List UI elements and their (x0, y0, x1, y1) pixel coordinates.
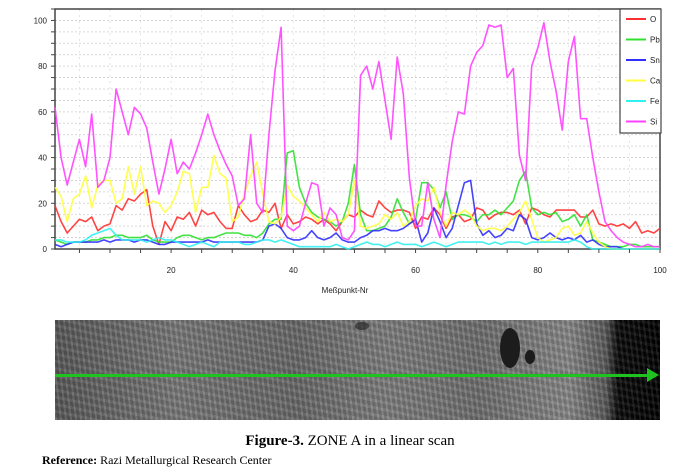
scan-arrow-icon (647, 368, 659, 382)
x-tick-label: 80 (533, 266, 542, 275)
x-axis-label: Meßpunkt-Nr (322, 286, 369, 295)
y-tick-label: 80 (38, 62, 47, 71)
scan-line (55, 374, 651, 377)
legend-label-ca: Ca (650, 77, 661, 86)
y-tick-label: 60 (38, 108, 47, 117)
figure-caption: Figure-3. ZONE A in a linear scan (0, 433, 700, 450)
legend: O Pb Sn Ca Fe Si (619, 8, 662, 134)
series-line-o (54, 188, 661, 246)
reference-line: Reference: Razi Metallurgical Research C… (42, 453, 271, 468)
reference-label: Reference: (42, 453, 98, 467)
legend-label-pb: Pb (650, 36, 660, 45)
y-tick-label: 40 (38, 154, 47, 163)
series-line-ca (54, 154, 660, 250)
caption-text: ZONE A in a linear scan (303, 433, 455, 449)
micrograph-pit (355, 322, 369, 330)
sem-micrograph (55, 320, 660, 420)
legend-label-si: Si (650, 118, 657, 127)
x-tick-label: 40 (289, 266, 298, 275)
micrograph-pit (500, 328, 520, 368)
x-tick-label: 60 (411, 266, 420, 275)
series-group (54, 21, 661, 250)
series-line-pb (54, 149, 660, 248)
micrograph-pit (525, 350, 535, 364)
legend-box (619, 8, 662, 134)
legend-label-o: O (650, 15, 656, 24)
reference-text: Razi Metallurgical Research Center (97, 453, 272, 467)
series-line-si (54, 21, 660, 248)
caption-label: Figure-3. (245, 433, 304, 449)
y-tick-label: 20 (38, 199, 47, 208)
y-tick-label: 100 (34, 16, 48, 25)
series-line-sn (54, 179, 660, 250)
x-tick-label: 100 (653, 266, 667, 275)
line-chart: 0 20 40 60 80 100 20 40 60 80 100 Meßpunkt-Nr O Pb S… (34, 8, 667, 295)
series-line-fe (55, 227, 660, 250)
legend-label-fe: Fe (650, 97, 660, 106)
axis-ticks: 0 20 40 60 80 100 20 40 60 80 100 (34, 8, 667, 275)
y-tick-label: 0 (43, 245, 48, 254)
x-tick-label: 20 (167, 266, 176, 275)
legend-label-sn: Sn (650, 56, 660, 65)
